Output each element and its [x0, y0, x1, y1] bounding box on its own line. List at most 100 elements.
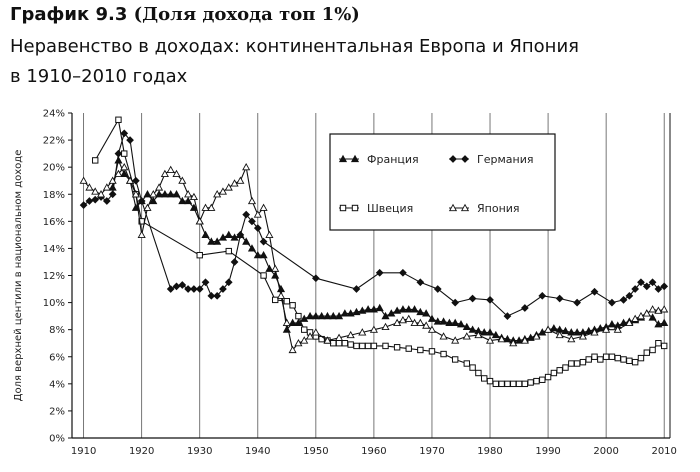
- data-point: [539, 376, 546, 383]
- data-point: [359, 342, 366, 350]
- data-point: [660, 282, 669, 291]
- figure-label: График 9.3 (Доля дохода топ 1%): [10, 4, 360, 25]
- data-point: [555, 294, 564, 303]
- data-point: [422, 321, 431, 329]
- data-point: [317, 311, 326, 320]
- data-point: [218, 233, 228, 241]
- data-point: [91, 195, 100, 204]
- legend-marker: [460, 203, 470, 212]
- data-point: [636, 311, 646, 320]
- legend-marker: [351, 204, 359, 212]
- data-point: [102, 183, 111, 191]
- data-point: [462, 332, 471, 340]
- data-point: [387, 309, 396, 317]
- data-point: [404, 305, 413, 313]
- data-point: [613, 325, 622, 333]
- data-point: [451, 318, 460, 326]
- data-point: [404, 314, 413, 322]
- figure-number: График 9.3: [10, 4, 128, 25]
- data-point: [416, 307, 425, 316]
- series-group: [79, 116, 669, 388]
- data-point: [120, 129, 129, 138]
- data-point: [259, 203, 268, 211]
- data-point: [311, 328, 320, 336]
- data-point: [648, 313, 657, 321]
- data-point: [346, 309, 355, 317]
- data-point: [573, 328, 582, 336]
- y-tick-label: 0%: [49, 434, 65, 445]
- data-point: [253, 224, 262, 232]
- data-point: [469, 364, 476, 371]
- data-point: [527, 379, 534, 386]
- data-point: [276, 291, 286, 299]
- data-point: [451, 298, 460, 307]
- legend: Франция Германия Швеция Япония: [329, 133, 556, 231]
- y-tick-label: 22%: [43, 136, 65, 147]
- data-point: [427, 314, 437, 322]
- data-point: [626, 357, 633, 365]
- data-point: [189, 192, 198, 201]
- data-point: [568, 360, 575, 367]
- data-point: [440, 350, 447, 358]
- data-point: [305, 311, 315, 320]
- data-point: [456, 320, 466, 328]
- x-tick-label: 1930: [187, 446, 212, 457]
- chart-title-line1: Неравенство в доходах: континентальная Е…: [10, 36, 579, 57]
- data-point: [654, 320, 663, 328]
- data-point: [433, 285, 442, 293]
- data-point: [288, 345, 297, 354]
- data-point: [492, 380, 500, 388]
- data-point: [288, 318, 297, 326]
- data-point: [155, 190, 164, 198]
- data-point: [201, 203, 210, 211]
- data-point: [353, 342, 360, 350]
- data-point: [341, 340, 349, 347]
- data-point: [85, 197, 94, 205]
- data-point: [108, 176, 117, 184]
- data-point: [520, 336, 529, 344]
- data-point: [131, 176, 140, 185]
- data-point: [166, 285, 175, 293]
- data-point: [108, 190, 117, 199]
- data-point: [91, 187, 100, 195]
- data-point: [85, 183, 94, 191]
- data-point: [369, 305, 378, 313]
- data-point: [335, 311, 344, 320]
- data-point: [619, 318, 628, 326]
- y-tick-label: 16%: [43, 217, 65, 228]
- data-point: [590, 328, 599, 336]
- data-point: [137, 230, 146, 238]
- data-point: [189, 203, 198, 211]
- series-line-2: [83, 132, 665, 317]
- data-point: [155, 183, 164, 191]
- data-point: [184, 196, 193, 205]
- data-point: [364, 305, 373, 313]
- data-point: [114, 169, 123, 178]
- data-point: [590, 287, 599, 296]
- y-tick-label: 14%: [43, 244, 65, 255]
- data-point: [591, 353, 598, 360]
- data-point: [619, 296, 628, 304]
- data-point: [433, 317, 442, 325]
- data-point: [195, 217, 204, 225]
- data-point: [597, 356, 604, 363]
- data-point: [468, 325, 477, 333]
- data-point: [584, 326, 593, 335]
- data-point: [115, 116, 122, 123]
- data-point: [207, 203, 216, 211]
- series-4: [79, 162, 669, 354]
- legend-marker: [338, 154, 348, 163]
- data-point: [579, 358, 587, 366]
- legend-marker: [449, 155, 457, 163]
- x-tick-label: 1960: [361, 446, 386, 457]
- data-point: [620, 356, 627, 363]
- data-point: [567, 334, 576, 343]
- data-point: [207, 291, 216, 300]
- data-point: [382, 342, 389, 350]
- data-point: [294, 338, 303, 347]
- y-axis-ticks: 0% 2% 4% 6% 8% 10% 12% 14% 16% 18% 20% 22% 24%: [43, 109, 72, 445]
- legend-marker: [350, 154, 360, 163]
- data-point: [272, 296, 279, 304]
- data-point: [498, 380, 505, 388]
- data-point: [654, 306, 663, 314]
